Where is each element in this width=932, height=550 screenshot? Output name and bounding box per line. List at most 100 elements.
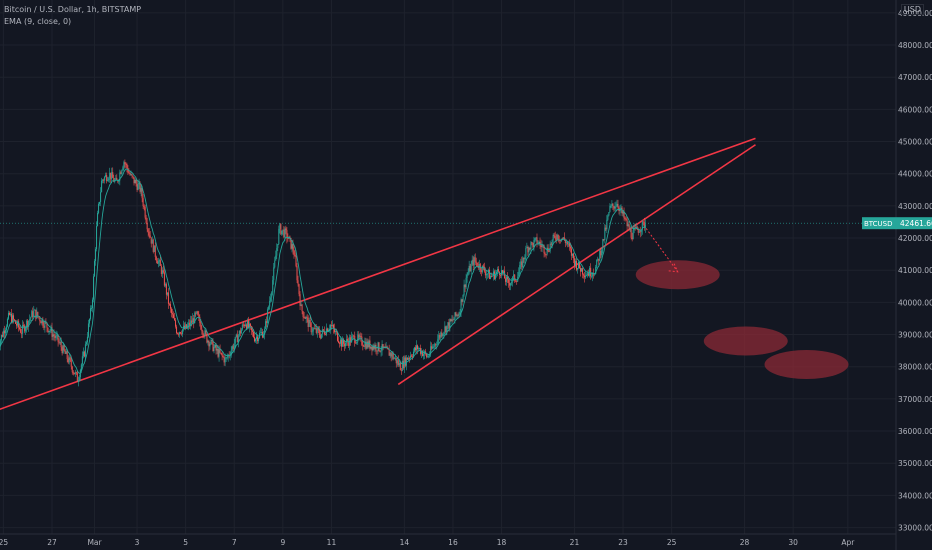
candle-body — [546, 247, 548, 255]
candle-body — [31, 311, 33, 318]
candle-body — [120, 172, 122, 174]
candle-body — [273, 267, 275, 281]
candle-body — [594, 274, 596, 275]
candle-body — [571, 253, 573, 256]
candle-body — [603, 239, 605, 240]
indicator-title[interactable]: EMA (9, close, 0) — [4, 17, 72, 26]
candle-body — [162, 270, 164, 273]
candle-body — [104, 176, 106, 181]
candle-body — [304, 317, 306, 319]
candle-body — [243, 324, 245, 327]
candle-body — [190, 320, 192, 326]
candle-body — [497, 269, 498, 272]
candle-body — [145, 217, 147, 223]
candle-body — [121, 170, 123, 174]
candle-body — [500, 274, 502, 276]
candle-body — [401, 360, 403, 371]
candle-body — [208, 340, 210, 347]
candle-body — [118, 180, 120, 182]
candle-body — [179, 332, 181, 335]
candle-body — [319, 335, 321, 339]
candle-body — [533, 240, 535, 248]
candle-body — [452, 319, 454, 321]
candle-body — [395, 357, 397, 364]
candle-body — [408, 357, 410, 359]
candle-body — [417, 345, 419, 350]
candle-body — [535, 237, 537, 239]
candle-body — [542, 245, 544, 247]
candle-body — [0, 335, 2, 341]
candle-body — [406, 357, 408, 360]
candle-body — [195, 312, 197, 314]
candle-body — [526, 247, 528, 248]
candle-body — [210, 340, 212, 345]
symbol-title[interactable]: Bitcoin / U.S. Dollar, 1h, BITSTAMP — [4, 5, 142, 14]
candle-body — [25, 327, 27, 332]
candle-body — [543, 245, 545, 254]
candle-body — [57, 334, 59, 342]
candle-body — [139, 182, 141, 192]
y-tick-label: 48000.00 — [898, 41, 932, 50]
candle-body — [508, 279, 510, 283]
candle-body — [149, 235, 151, 238]
candle-body — [105, 175, 107, 177]
candle-body — [538, 241, 540, 244]
candle-body — [295, 256, 297, 267]
candle-body — [32, 311, 34, 318]
candle-body — [412, 351, 414, 357]
candle-body — [489, 276, 491, 279]
candle-body — [549, 243, 551, 252]
candle-body — [51, 327, 53, 337]
candle-body — [355, 342, 357, 344]
candle-body — [306, 317, 308, 318]
candle-body — [418, 348, 420, 350]
candle-body — [226, 357, 228, 359]
candle-body — [291, 244, 293, 249]
candle-body — [153, 245, 155, 252]
candle-body — [314, 328, 316, 330]
x-tick-label: 27 — [47, 538, 57, 547]
candle-body — [481, 265, 483, 273]
candle-body — [587, 273, 589, 276]
candle-body — [26, 320, 28, 328]
candle-body — [374, 344, 376, 349]
candle-body — [470, 263, 472, 272]
candle-body — [339, 342, 341, 344]
candle-body — [52, 334, 54, 337]
candle-body — [443, 332, 445, 335]
candle-body — [435, 343, 437, 345]
candle-body — [198, 314, 200, 317]
currency-label[interactable]: USD — [900, 4, 924, 15]
candle-body — [130, 174, 132, 175]
candle-body — [379, 350, 381, 352]
candle-body — [41, 319, 43, 324]
candle-body — [250, 326, 252, 331]
candle-body — [68, 357, 70, 363]
candle-body — [156, 260, 158, 264]
candle-body — [132, 175, 134, 177]
candle-body — [484, 271, 486, 276]
candle-body — [280, 224, 282, 235]
candle-body — [441, 332, 443, 336]
candle-body — [506, 276, 508, 282]
candle-body — [251, 330, 253, 332]
candle-body — [438, 335, 440, 340]
candle-body — [456, 314, 458, 316]
candle-body — [86, 336, 88, 343]
candle-body — [606, 219, 608, 230]
candle-body — [399, 362, 401, 371]
candle-body — [11, 313, 12, 323]
x-tick-label: 23 — [618, 538, 628, 547]
candle-body — [8, 312, 10, 315]
candle-body — [207, 340, 209, 343]
candle-body — [588, 273, 590, 276]
candle-body — [313, 328, 315, 330]
candle-body — [1, 335, 3, 337]
candle-body — [92, 299, 93, 309]
candle-body — [50, 327, 52, 331]
candle-body — [42, 319, 44, 326]
candle-body — [268, 306, 270, 310]
y-tick-label: 33000.00 — [898, 524, 932, 533]
